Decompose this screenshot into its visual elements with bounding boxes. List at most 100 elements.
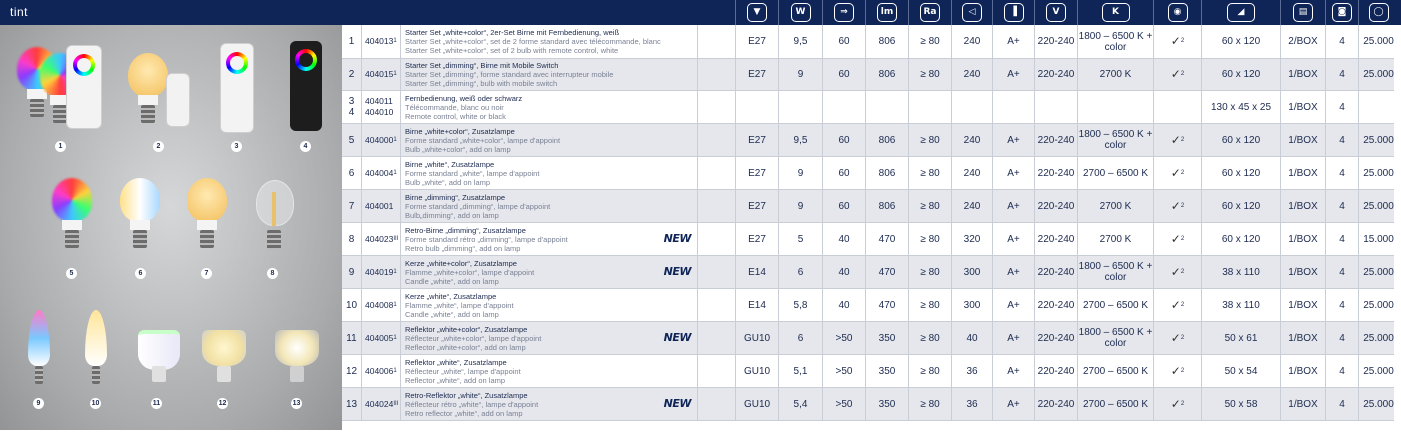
image-label: 8	[267, 268, 278, 279]
watt-cell: 9,5	[778, 124, 822, 156]
eq-cell: 60	[822, 59, 865, 90]
beam-cell: 320	[951, 223, 992, 255]
dims-cell: 38 x 110	[1201, 289, 1280, 321]
ee-value: A+	[1007, 365, 1020, 377]
socket-cell	[735, 91, 778, 123]
header-cell: ◉	[1153, 0, 1201, 25]
row-number: 12	[342, 355, 361, 387]
new-badge: NEW	[663, 265, 692, 278]
qty-cell: 4	[1325, 223, 1358, 255]
dimmable-cell: ✓ 2	[1153, 190, 1201, 222]
kelvin-cell: 2700 – 6500 K	[1077, 157, 1153, 189]
check-mark: ✓	[1170, 396, 1181, 411]
header-cell: Ra	[908, 0, 951, 25]
kelvin-value: 1800 – 6500 K + color	[1078, 129, 1153, 151]
article-footnote: 1	[393, 334, 397, 341]
socket-cell: GU10	[735, 355, 778, 387]
beam-value: 240	[963, 167, 981, 179]
row-number: 6	[342, 157, 361, 189]
row-number: 2	[342, 59, 361, 90]
dims-cell: 50 x 61	[1201, 322, 1280, 354]
qty-value: 4	[1339, 101, 1345, 113]
image-label: 9	[33, 398, 44, 409]
beam-cell: 36	[951, 355, 992, 387]
article-number: 404019 1	[361, 256, 400, 288]
row-number: 10	[342, 289, 361, 321]
socket-value: GU10	[743, 398, 771, 410]
check-mark: ✓	[1170, 34, 1181, 48]
energy-class-icon: ▐	[1003, 3, 1024, 22]
dims-value: 60 x 120	[1221, 36, 1261, 47]
ra-value: ≥ 80	[920, 365, 940, 377]
check-mark: ✓	[1170, 198, 1181, 213]
article-number: 404004 1	[361, 157, 400, 189]
volt-cell: 220-240	[1034, 59, 1077, 90]
row-number-text: 11	[346, 332, 357, 344]
table-row: 7 404001 Birne „dimming“, Zusatzlampe Forme…	[342, 190, 1394, 223]
article-number-text: 404008	[365, 299, 394, 310]
eq-value: >50	[835, 365, 853, 377]
header-bar: tint ▼ W ⇒ lm Ra ◁ ▐ V K ◉ ◢ ▤ ◙ ◯	[0, 0, 1401, 25]
image-label: 2	[153, 141, 164, 152]
article-footnote: 1	[393, 71, 397, 77]
pack-value: 1/BOX	[1288, 365, 1318, 377]
dimmable-footnote: 2	[1180, 301, 1185, 308]
spacer-cell	[697, 289, 735, 321]
life-cell: 25.000	[1358, 355, 1398, 387]
volt-value: 220-240	[1037, 167, 1075, 179]
watt-cell: 6	[778, 256, 822, 288]
row-number: 9	[342, 256, 361, 288]
watt-icon: W	[790, 3, 811, 22]
watt-value: 9	[797, 167, 804, 179]
image-label: 3	[231, 141, 242, 152]
beam-value: 36	[966, 365, 978, 377]
qty-value: 4	[1339, 167, 1345, 179]
socket-cell: GU10	[735, 322, 778, 354]
lifetime-icon: ◯	[1368, 3, 1389, 22]
description-fr: Flamme „white“, lampe d'appoint	[405, 300, 514, 310]
pack-value: 1/BOX	[1288, 134, 1318, 146]
dimmable-footnote: 2	[1180, 334, 1185, 341]
qty-cell: 4	[1325, 91, 1358, 123]
eq-value: >50	[835, 332, 853, 344]
dimmable-cell: ✓ 2	[1153, 289, 1201, 321]
life-value: 25.000	[1363, 69, 1394, 80]
watt-value: 9	[797, 200, 804, 212]
dims-cell: 38 x 110	[1201, 256, 1280, 288]
ra-value: ≥ 80	[920, 200, 940, 212]
rgb-bulb-image	[52, 178, 92, 254]
beam-value: 240	[963, 69, 981, 80]
article-number: 404006 1	[361, 355, 400, 387]
qty-cell: 4	[1325, 355, 1358, 387]
ra-cell: ≥ 80	[908, 25, 951, 58]
article-number-text: 404005	[365, 332, 394, 343]
qty-cell: 4	[1325, 388, 1358, 420]
eq-value: 40	[838, 233, 850, 245]
socket-icon: ▼	[747, 3, 767, 22]
spacer-cell	[697, 91, 735, 123]
ra-cell: ≥ 80	[908, 289, 951, 321]
article-number-text: 404004	[365, 167, 394, 178]
socket-value: E27	[748, 69, 766, 80]
lm-cell: 806	[865, 124, 908, 156]
ee-cell: A+	[992, 256, 1034, 288]
article-footnote: III	[393, 235, 399, 242]
image-label: 6	[135, 268, 146, 279]
dimmable-footnote: 2	[1180, 202, 1185, 209]
ee-value: A+	[1007, 299, 1020, 311]
kelvin-cell: 2700 – 6500 K	[1077, 355, 1153, 387]
description-en: Reflector „white+color“, add on lamp	[405, 342, 526, 352]
kelvin-value: 2700 – 6500 K	[1082, 398, 1149, 410]
ee-value: A+	[1007, 332, 1020, 344]
dims-cell: 60 x 120	[1201, 223, 1280, 255]
watt-cell: 5	[778, 223, 822, 255]
pack-cell: 1/BOX	[1280, 91, 1325, 123]
description-en: Bulb „white“, add on lamp	[405, 177, 491, 187]
lm-cell: 470	[865, 256, 908, 288]
dimmable-cell: ✓ 2	[1153, 256, 1201, 288]
description-en: Starter Set „white+color“, set of 2 bulb…	[405, 46, 619, 55]
eq-cell: 60	[822, 157, 865, 189]
description-en: Reflector „white“, add on lamp	[405, 375, 506, 385]
new-badge: NEW	[663, 331, 692, 344]
description-cell: Reflektor „white“, Zusatzlampe Réflecteur…	[400, 355, 697, 387]
